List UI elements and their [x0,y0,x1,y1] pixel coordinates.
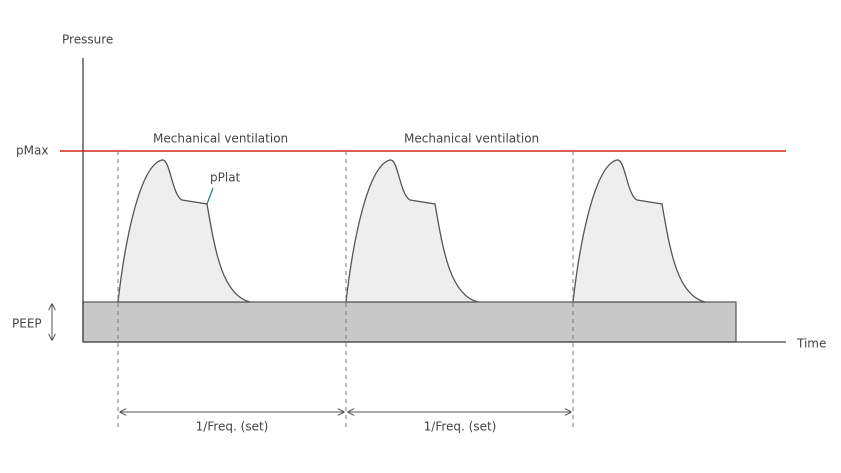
pplat-label: pPlat [210,171,241,185]
interval-label: 1/Freq. (set) [196,420,269,434]
interval-label: 1/Freq. (set) [424,420,497,434]
peep-label: PEEP [12,317,42,331]
breath-wave [572,159,706,303]
pmax-label: pMax [16,144,48,158]
breath-label: Mechanical ventilation [404,132,539,146]
x-axis-label: Time [796,337,826,351]
peep-band [82,301,737,343]
breath-wave [345,159,479,303]
cycle-markers [117,151,574,430]
breath-label: Mechanical ventilation [153,132,288,146]
y-axis-label: Pressure [62,33,113,47]
pplat-pointer [206,187,214,205]
